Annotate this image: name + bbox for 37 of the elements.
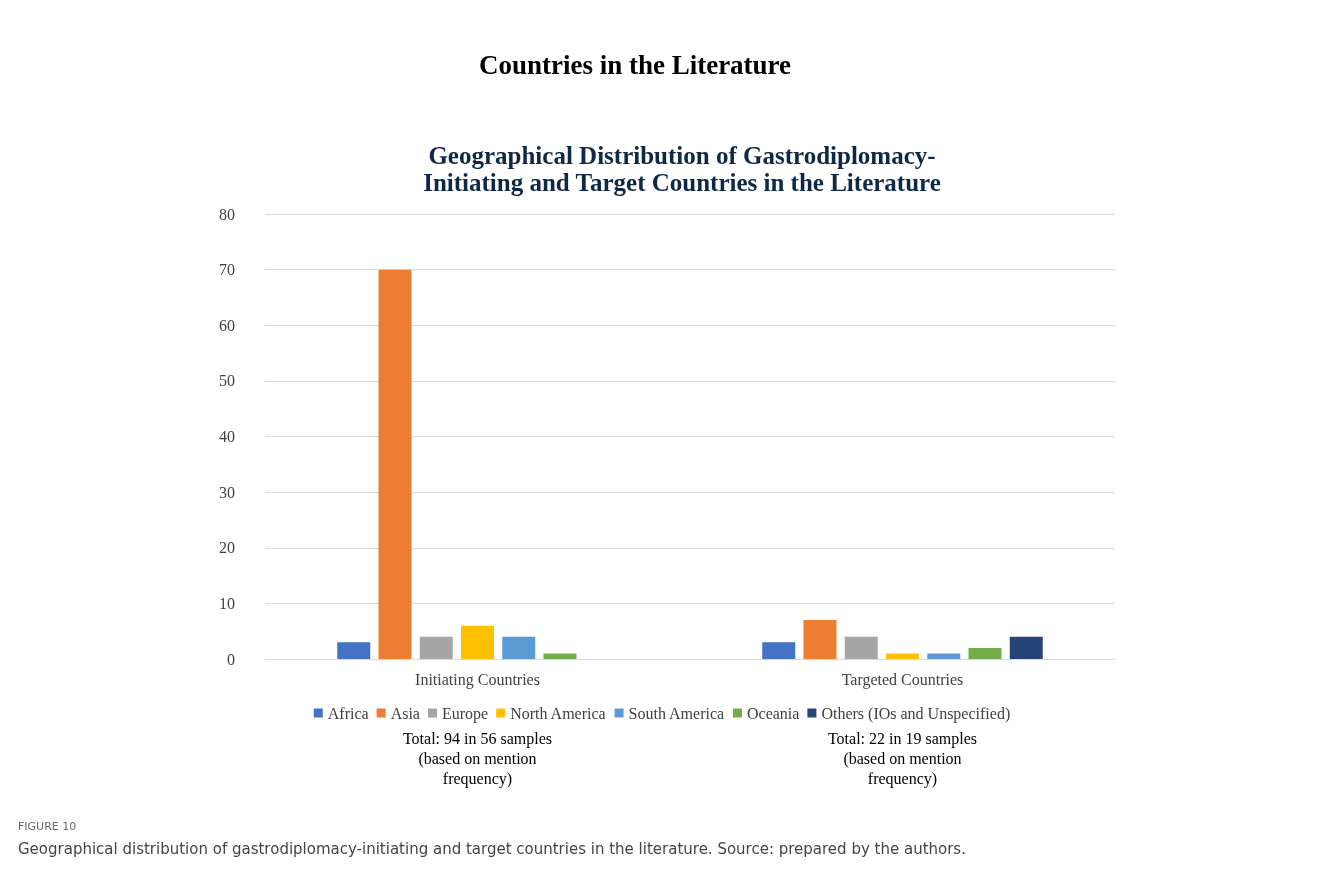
bar: [968, 647, 1002, 659]
x-tick-label: Targeted Countries: [841, 670, 964, 689]
y-tick-label: 20: [219, 539, 235, 557]
text: Total: 94 in 56 samples (based on mention frequency): [402, 729, 553, 788]
legend-label: Africa: [327, 704, 369, 722]
caption: FIGURE 10: [18, 820, 77, 833]
bar: [803, 620, 837, 659]
x-tick-label: Initiating Countries: [415, 670, 540, 689]
y-tick-label: 50: [219, 372, 235, 390]
chart-subtitle: Geographical Distribution of Gastrodiplomacy- Initiating and Target Countries in the Literature: [423, 142, 941, 196]
bar: [927, 653, 961, 659]
legend-label: Europe: [441, 704, 489, 723]
legend-label: Others (IOs and Unspecified): [821, 704, 1011, 723]
y-tick-label: 30: [219, 483, 235, 501]
legend-label: Oceania: [746, 704, 800, 722]
bar: [337, 642, 371, 659]
bar: [762, 642, 796, 659]
bar: [886, 653, 919, 659]
legend-label: Asia: [390, 704, 420, 722]
bar: [461, 625, 494, 659]
bar: [1009, 636, 1043, 659]
bar: [378, 269, 412, 659]
text: Total: 22 in 19 samples (based on mention frequency): [827, 729, 978, 788]
legend-label: North America: [510, 704, 606, 722]
y-tick-label: 0: [227, 650, 235, 668]
bar: [502, 636, 536, 659]
bar: [419, 636, 453, 659]
y-tick-label: 80: [219, 205, 235, 223]
chart-title: Countries in the Literature: [478, 49, 792, 80]
y-tick-label: 70: [219, 261, 235, 279]
bar: [844, 636, 878, 659]
y-tick-label: 40: [219, 428, 235, 445]
y-tick-label: 10: [219, 594, 235, 612]
y-tick-label: 60: [219, 316, 235, 334]
text: Geographical distribution of gastrodiplomacy-initiating and target countries in the literature. Source: prepared by the authors.: [18, 839, 966, 858]
bar: [543, 653, 577, 659]
legend-label: South America: [628, 704, 725, 722]
